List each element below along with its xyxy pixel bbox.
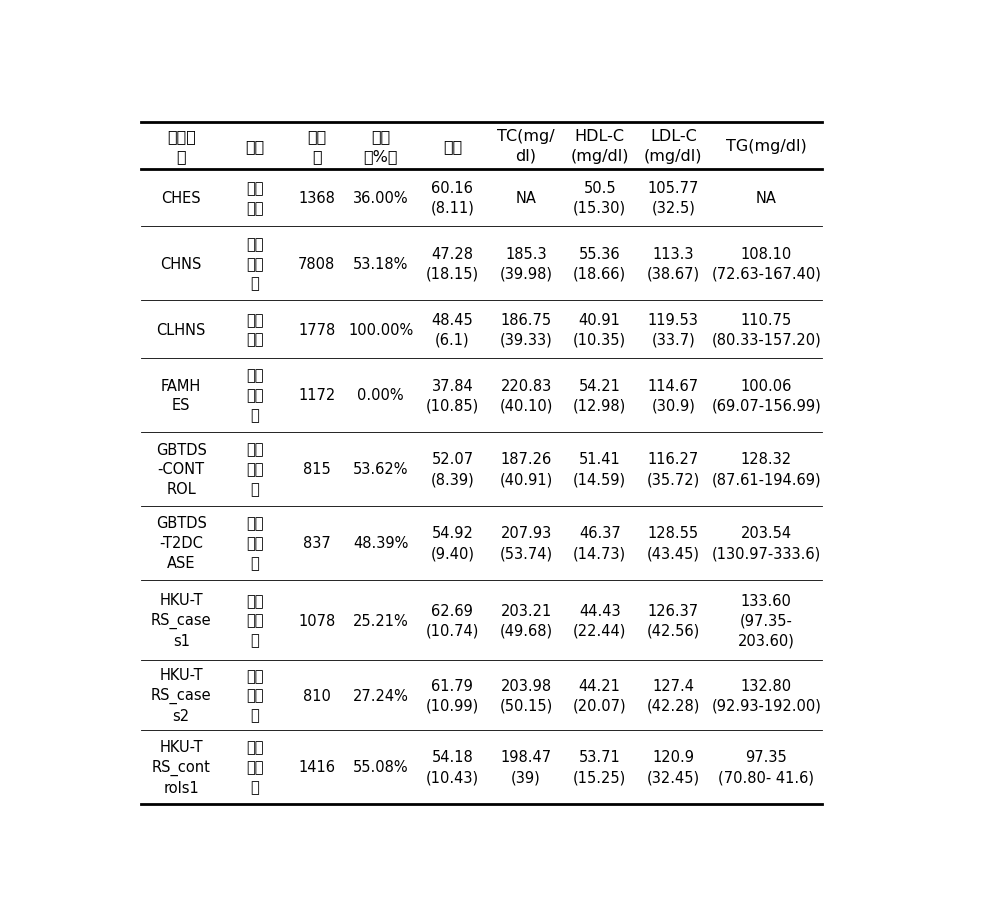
Text: 37.84
(10.85): 37.84 (10.85) — [426, 378, 479, 413]
Text: 127.4
(42.28): 127.4 (42.28) — [647, 678, 700, 712]
Text: 810: 810 — [303, 688, 331, 703]
Text: 27.24%: 27.24% — [353, 688, 409, 703]
Text: 203.98
(50.15): 203.98 (50.15) — [499, 678, 553, 712]
Text: 60.16
(8.11): 60.16 (8.11) — [430, 181, 474, 216]
Text: HKU-T
RS_case
s2: HKU-T RS_case s2 — [151, 668, 212, 723]
Text: 54.92
(9.40): 54.92 (9.40) — [430, 526, 474, 560]
Text: 187.26
(40.91): 187.26 (40.91) — [499, 452, 553, 486]
Text: 25.21%: 25.21% — [353, 613, 409, 628]
Text: 中国
香港
人: 中国 香港 人 — [246, 740, 264, 794]
Text: 47.28
(18.15): 47.28 (18.15) — [426, 247, 479, 281]
Text: 中国
香港
人: 中国 香港 人 — [246, 668, 264, 722]
Text: 207.93
(53.74): 207.93 (53.74) — [500, 526, 553, 560]
Text: 样本
量: 样本 量 — [307, 129, 326, 164]
Text: 128.55
(43.45): 128.55 (43.45) — [647, 526, 700, 560]
Text: 198.47
(39): 198.47 (39) — [501, 750, 552, 784]
Text: 110.75
(80.33-157.20): 110.75 (80.33-157.20) — [711, 312, 821, 347]
Text: CHES: CHES — [161, 190, 201, 206]
Text: 中国
香港
人: 中国 香港 人 — [246, 593, 264, 648]
Text: 51.41
(14.59): 51.41 (14.59) — [573, 452, 626, 486]
Text: 100.00%: 100.00% — [348, 322, 413, 337]
Text: 54.18
(10.43): 54.18 (10.43) — [426, 750, 479, 784]
Text: 116.27
(35.72): 116.27 (35.72) — [647, 452, 700, 486]
Text: FAMH
ES: FAMH ES — [161, 378, 201, 413]
Text: 1368: 1368 — [298, 190, 335, 206]
Text: 中国
大陆
人: 中国 大陆 人 — [246, 516, 264, 570]
Text: 61.79
(10.99): 61.79 (10.99) — [426, 678, 479, 712]
Text: 62.69
(10.74): 62.69 (10.74) — [426, 603, 479, 638]
Text: 55.08%: 55.08% — [353, 760, 409, 774]
Text: 中国
大陆
人: 中国 大陆 人 — [246, 368, 264, 423]
Text: 815: 815 — [303, 462, 331, 476]
Text: 128.32
(87.61-194.69): 128.32 (87.61-194.69) — [711, 452, 821, 486]
Text: 1778: 1778 — [298, 322, 335, 337]
Text: 7808: 7808 — [298, 257, 335, 271]
Text: 53.62%: 53.62% — [353, 462, 409, 476]
Text: 203.21
(49.68): 203.21 (49.68) — [500, 603, 553, 638]
Text: CLHNS: CLHNS — [156, 322, 206, 337]
Text: 100.06
(69.07-156.99): 100.06 (69.07-156.99) — [711, 378, 821, 413]
Text: 美籍
华人: 美籍 华人 — [246, 181, 264, 216]
Text: GBTDS
-CONT
ROL: GBTDS -CONT ROL — [156, 442, 207, 496]
Text: HDL-C
(mg/dl): HDL-C (mg/dl) — [570, 129, 629, 164]
Text: 55.36
(18.66): 55.36 (18.66) — [573, 247, 626, 281]
Text: 186.75
(39.33): 186.75 (39.33) — [500, 312, 552, 347]
Text: 97.35
(70.80- 41.6): 97.35 (70.80- 41.6) — [718, 750, 814, 784]
Text: 0.00%: 0.00% — [357, 388, 404, 403]
Text: 203.54
(130.97-333.6): 203.54 (130.97-333.6) — [712, 526, 821, 560]
Text: NA: NA — [516, 190, 536, 206]
Text: NA: NA — [756, 190, 777, 206]
Text: 48.45
(6.1): 48.45 (6.1) — [432, 312, 473, 347]
Text: HKU-T
RS_cont
rols1: HKU-T RS_cont rols1 — [152, 739, 211, 794]
Text: 36.00%: 36.00% — [353, 190, 409, 206]
Text: 126.37
(42.56): 126.37 (42.56) — [647, 603, 700, 638]
Text: 44.21
(20.07): 44.21 (20.07) — [573, 678, 626, 712]
Text: 108.10
(72.63-167.40): 108.10 (72.63-167.40) — [711, 247, 821, 281]
Text: 中国
大陆
人: 中国 大陆 人 — [246, 237, 264, 292]
Text: 837: 837 — [303, 536, 331, 550]
Text: 48.39%: 48.39% — [353, 536, 408, 550]
Text: 132.80
(92.93-192.00): 132.80 (92.93-192.00) — [711, 678, 821, 712]
Text: 50.5
(15.30): 50.5 (15.30) — [573, 181, 626, 216]
Text: 年龄: 年龄 — [443, 138, 462, 154]
Text: 53.18%: 53.18% — [353, 257, 408, 271]
Text: 44.43
(22.44): 44.43 (22.44) — [573, 603, 626, 638]
Text: 1416: 1416 — [298, 760, 335, 774]
Text: 220.83
(40.10): 220.83 (40.10) — [499, 378, 553, 413]
Text: 菲律
宾人: 菲律 宾人 — [246, 312, 264, 347]
Text: TC(mg/
dl): TC(mg/ dl) — [497, 129, 555, 164]
Text: 46.37
(14.73): 46.37 (14.73) — [573, 526, 626, 560]
Text: 105.77
(32.5): 105.77 (32.5) — [648, 181, 699, 216]
Text: 185.3
(39.98): 185.3 (39.98) — [500, 247, 553, 281]
Text: CHNS: CHNS — [160, 257, 202, 271]
Text: 133.60
(97.35-
203.60): 133.60 (97.35- 203.60) — [738, 593, 795, 648]
Text: 1078: 1078 — [298, 613, 335, 628]
Text: 52.07
(8.39): 52.07 (8.39) — [431, 452, 474, 486]
Text: 种族: 种族 — [245, 138, 264, 154]
Text: 120.9
(32.45): 120.9 (32.45) — [647, 750, 700, 784]
Text: GBTDS
-T2DC
ASE: GBTDS -T2DC ASE — [156, 516, 207, 570]
Text: HKU-T
RS_case
s1: HKU-T RS_case s1 — [151, 592, 212, 649]
Text: 男性
（%）: 男性 （%） — [364, 129, 398, 164]
Text: 中国
大陆
人: 中国 大陆 人 — [246, 442, 264, 496]
Text: 40.91
(10.35): 40.91 (10.35) — [573, 312, 626, 347]
Text: 队列研
究: 队列研 究 — [167, 129, 196, 164]
Text: 54.21
(12.98): 54.21 (12.98) — [573, 378, 626, 413]
Text: 113.3
(38.67): 113.3 (38.67) — [647, 247, 700, 281]
Text: 114.67
(30.9): 114.67 (30.9) — [648, 378, 699, 413]
Text: 1172: 1172 — [298, 388, 335, 403]
Text: LDL-C
(mg/dl): LDL-C (mg/dl) — [644, 129, 703, 164]
Text: 53.71
(15.25): 53.71 (15.25) — [573, 750, 626, 784]
Text: 119.53
(33.7): 119.53 (33.7) — [648, 312, 699, 347]
Text: TG(mg/dl): TG(mg/dl) — [726, 138, 807, 154]
